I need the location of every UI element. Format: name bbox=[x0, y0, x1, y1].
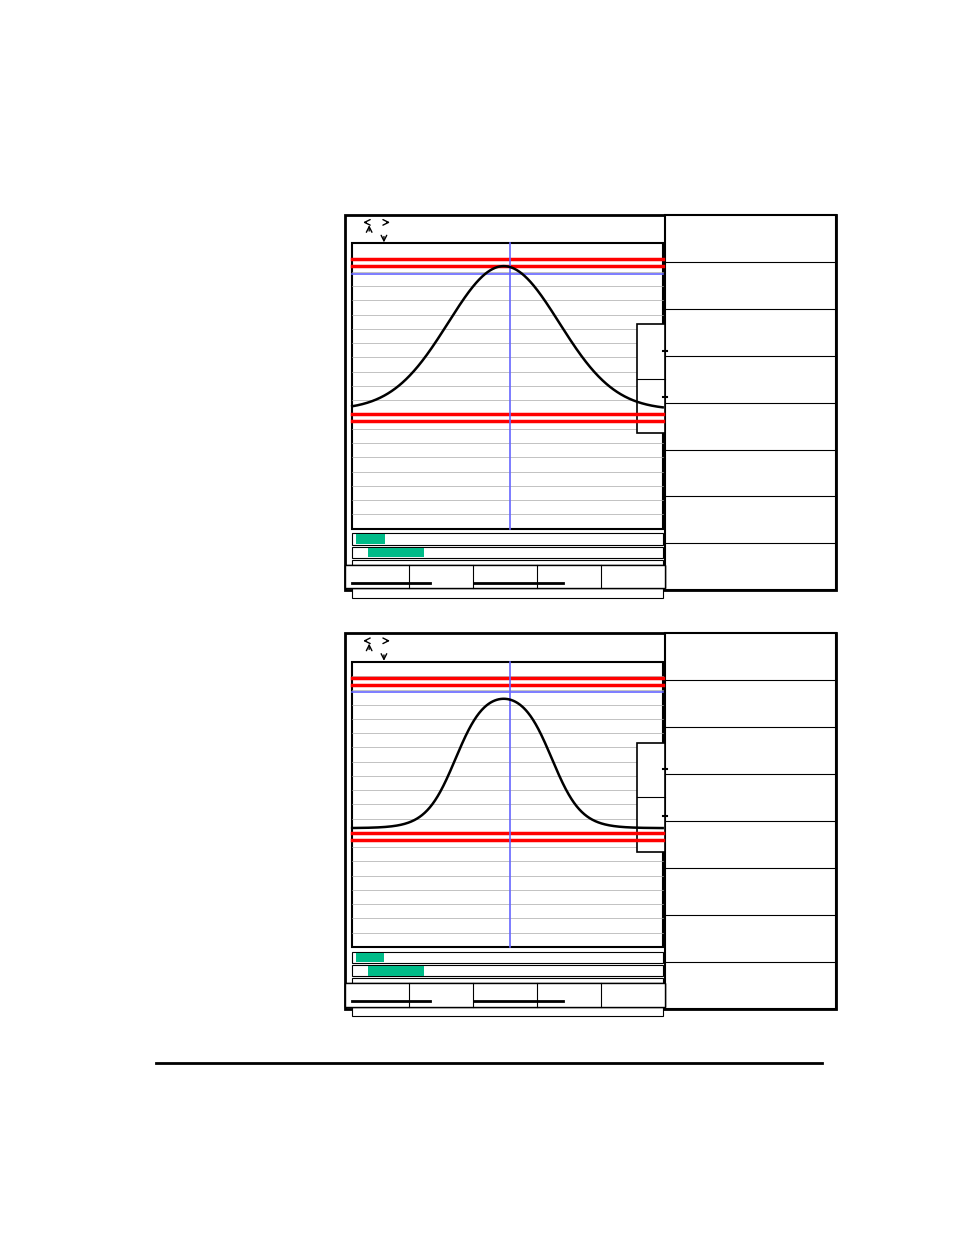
Bar bbox=[344, 564, 664, 589]
Bar bbox=[355, 952, 383, 962]
Bar bbox=[344, 564, 664, 589]
Bar bbox=[352, 992, 662, 1003]
Bar bbox=[344, 634, 836, 1009]
Bar bbox=[344, 983, 664, 1007]
Bar bbox=[664, 215, 836, 590]
Bar bbox=[352, 534, 662, 545]
Bar bbox=[352, 1005, 662, 1016]
Bar bbox=[352, 662, 662, 947]
Bar bbox=[352, 965, 662, 977]
Bar bbox=[352, 952, 662, 963]
Bar bbox=[664, 634, 836, 1009]
Bar bbox=[352, 587, 662, 598]
Bar bbox=[352, 559, 662, 572]
Bar bbox=[368, 966, 423, 976]
Bar bbox=[355, 535, 385, 543]
Bar bbox=[637, 742, 664, 852]
Bar bbox=[368, 547, 423, 557]
Bar bbox=[637, 324, 664, 433]
Bar bbox=[344, 983, 664, 1007]
Bar bbox=[352, 978, 662, 989]
Bar bbox=[352, 573, 662, 584]
Bar bbox=[352, 243, 662, 529]
Bar bbox=[344, 215, 836, 590]
Bar bbox=[352, 547, 662, 558]
